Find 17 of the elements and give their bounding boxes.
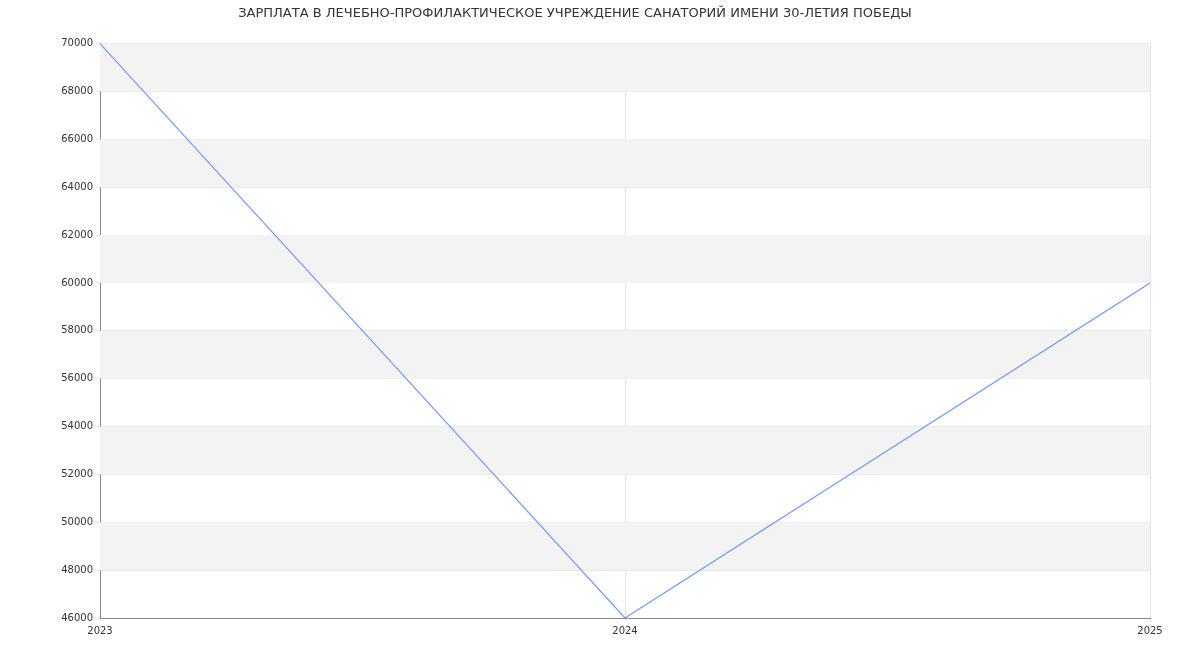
y-tick-label: 46000 (61, 611, 93, 623)
y-tick-label: 50000 (61, 515, 93, 527)
y-tick-label: 54000 (61, 420, 93, 432)
y-tick-label: 60000 (61, 276, 93, 288)
x-tick-label: 2024 (612, 624, 638, 636)
x-tick-label: 2025 (1137, 624, 1163, 636)
y-tick-label: 64000 (61, 180, 93, 192)
y-tick-label: 56000 (61, 372, 93, 384)
y-tick-label: 52000 (61, 467, 93, 479)
y-tick-label: 66000 (61, 132, 93, 144)
y-tick-label: 68000 (61, 85, 93, 97)
y-tick-label: 62000 (61, 228, 93, 240)
y-tick-label: 48000 (61, 563, 93, 575)
chart-title: ЗАРПЛАТА В ЛЕЧЕБНО-ПРОФИЛАКТИЧЕСКОЕ УЧРЕЖДЕНИЕ САНАТОРИЙ ИМЕНИ 30-ЛЕТИЯ ПОБЕДЫ (238, 5, 912, 21)
y-tick-label: 58000 (61, 324, 93, 336)
y-tick-label: 70000 (61, 37, 93, 49)
x-tick-label: 2023 (87, 624, 113, 636)
